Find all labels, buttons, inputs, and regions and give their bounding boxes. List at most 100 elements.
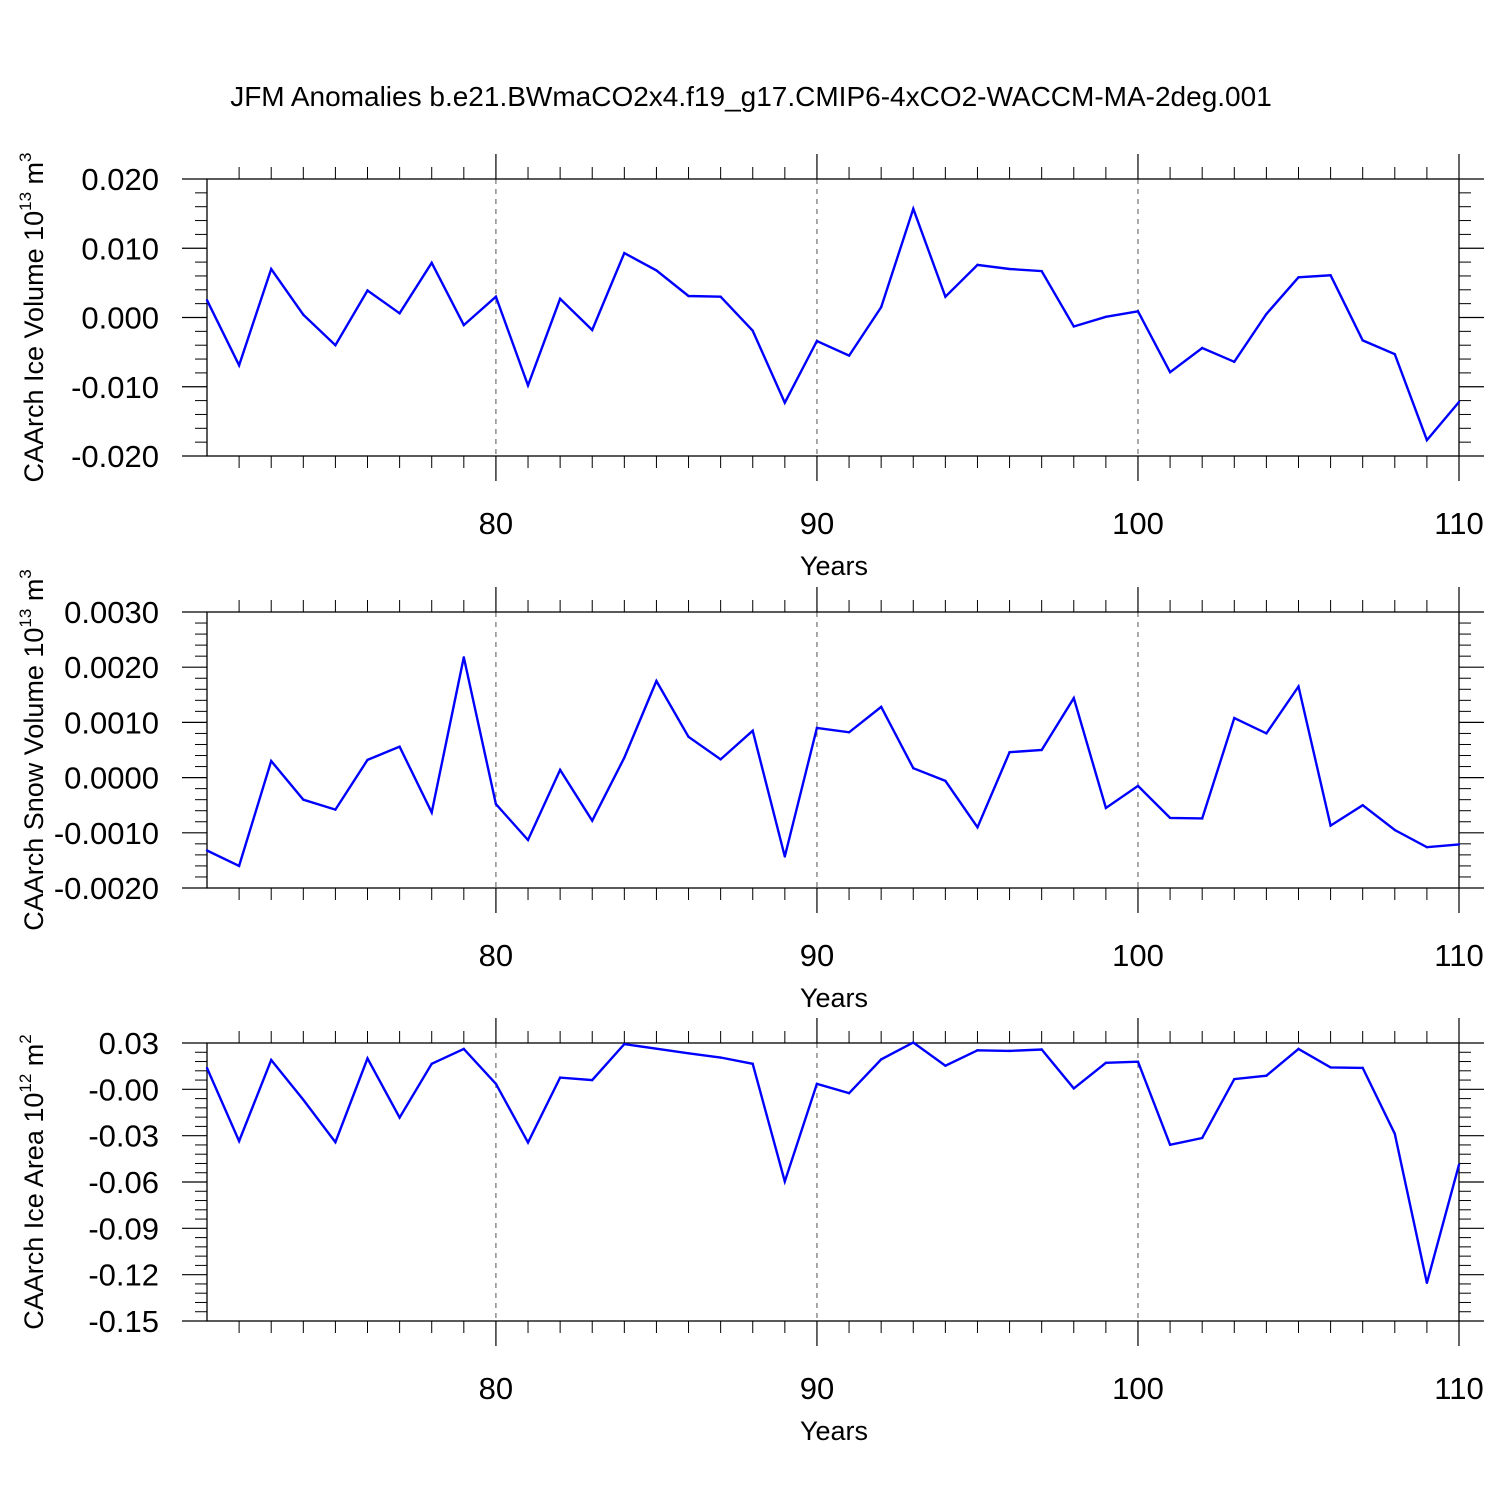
- data-point: [815, 1082, 819, 1085]
- data-point: [847, 1091, 851, 1095]
- data-point: [1040, 1048, 1043, 1051]
- panel-ice-area: 80 90 100 110 -0.15 -0.12 -0.09 -0.06 -0.03 -0.00…: [16, 1018, 1484, 1446]
- data-point: [558, 297, 562, 301]
- data-point: [1008, 267, 1011, 271]
- data-point: [1233, 1077, 1236, 1081]
- data-point: [751, 329, 754, 332]
- data-point: [398, 312, 401, 315]
- data-point: [1040, 269, 1043, 273]
- data-point: [944, 1064, 947, 1067]
- data-point: [879, 705, 883, 709]
- data-point: [1168, 816, 1172, 820]
- data-point: [302, 798, 305, 801]
- data-point: [815, 339, 819, 343]
- plot-frame: [206, 178, 1460, 457]
- panel-ice-volume: 80 90 100 110 -0.020 -0.010 0.000 0.010 0.020 Yea…: [16, 152, 1484, 581]
- y-tick-label: -0.00: [88, 1072, 159, 1107]
- data-point: [847, 731, 851, 734]
- data-point: [1361, 1066, 1364, 1070]
- data-point: [526, 1141, 530, 1144]
- y-tick-label: 0.000: [81, 301, 159, 336]
- data-point: [237, 364, 241, 367]
- data-point: [366, 289, 369, 292]
- y-axis-label-text: CAArch Ice Volume 10: [19, 211, 49, 483]
- data-point: [558, 768, 562, 772]
- data-point: [334, 808, 337, 811]
- y-axis-label-unit: m: [19, 1044, 49, 1074]
- data-point: [912, 207, 915, 210]
- data-point: [1361, 804, 1364, 807]
- series-line-snow-volume: [206, 657, 1460, 868]
- data-point: [1136, 1060, 1140, 1063]
- data-point: [1425, 845, 1429, 849]
- y-axis-label-unit: m: [19, 579, 49, 609]
- data-point: [719, 758, 722, 761]
- data-point: [1393, 828, 1396, 832]
- data-point: [1329, 274, 1332, 277]
- data-point: [334, 344, 337, 347]
- data-point: [1265, 1074, 1268, 1077]
- data-point: [1265, 732, 1268, 735]
- x-tick-label: 90: [800, 506, 834, 541]
- y-tick-label: -0.010: [71, 370, 159, 405]
- y-tick-label: -0.020: [71, 439, 159, 474]
- plot-frame: [206, 611, 1460, 889]
- data-point: [494, 802, 498, 806]
- data-point: [1200, 346, 1204, 350]
- data-point: [1104, 806, 1108, 810]
- data-point: [1008, 751, 1011, 754]
- series-line-ice-area: [205, 1041, 1461, 1284]
- data-point: [783, 855, 787, 858]
- data-point: [1425, 1281, 1429, 1285]
- y-tick-label: 0.0020: [64, 650, 159, 685]
- series-line-ice-volume: [205, 205, 1460, 443]
- y-axis-label-exponent: 12: [16, 1074, 35, 1093]
- plot-frame: [206, 1042, 1460, 1322]
- data-point: [1168, 1143, 1172, 1146]
- data-point: [526, 838, 530, 842]
- data-point: [687, 294, 690, 298]
- panel-snow-volume: 80 90 100 110 -0.0020 -0.0010 0.0000 0.0010 0.00…: [16, 569, 1484, 1013]
- data-point: [366, 1057, 369, 1060]
- y-tick-label: 0.010: [81, 231, 159, 266]
- data-point: [976, 263, 979, 267]
- y-axis-label-unit-exponent: 2: [16, 1034, 35, 1043]
- chart-title: JFM Anomalies b.e21.BWmaCO2x4.f19_g17.CM…: [230, 81, 1272, 112]
- data-point: [558, 1076, 562, 1079]
- y-tick-label: 0.020: [81, 162, 159, 197]
- data-point: [302, 313, 305, 316]
- data-point: [1200, 1136, 1204, 1140]
- data-point: [751, 729, 754, 732]
- x-tick-label: 90: [800, 1371, 834, 1406]
- data-point: [334, 1140, 337, 1144]
- y-tick-label: -0.09: [88, 1211, 159, 1246]
- data-point: [270, 759, 273, 763]
- y-tick-label: -0.12: [88, 1258, 159, 1293]
- data-point: [1457, 1163, 1461, 1166]
- data-point: [237, 864, 241, 868]
- data-point: [494, 1082, 498, 1085]
- y-axis-label: CAArch Snow Volume 1013 m3: [16, 569, 49, 931]
- data-point: [430, 261, 433, 264]
- data-point: [879, 305, 883, 309]
- x-tick-label: 110: [1434, 938, 1483, 973]
- panels: 80 90 100 110 -0.020 -0.010 0.000 0.010 0.020 Yea…: [16, 152, 1484, 1446]
- data-point: [205, 849, 209, 852]
- data-point: [591, 328, 594, 332]
- y-axis-label-unit-exponent: 3: [16, 152, 35, 161]
- data-point: [687, 1052, 690, 1055]
- x-tick-label: 90: [800, 938, 834, 973]
- x-axis-label: Years: [800, 1416, 868, 1446]
- data-point: [623, 1042, 626, 1046]
- data-point: [719, 295, 722, 298]
- data-point: [1040, 748, 1043, 752]
- data-point: [1233, 360, 1236, 364]
- data-point: [462, 323, 466, 327]
- data-point: [366, 758, 369, 762]
- y-tick-label: 0.03: [99, 1026, 159, 1061]
- data-point: [912, 1041, 915, 1044]
- x-tick-label: 80: [479, 938, 513, 973]
- data-point: [1329, 824, 1332, 827]
- data-point: [1393, 353, 1396, 356]
- data-point: [655, 269, 658, 272]
